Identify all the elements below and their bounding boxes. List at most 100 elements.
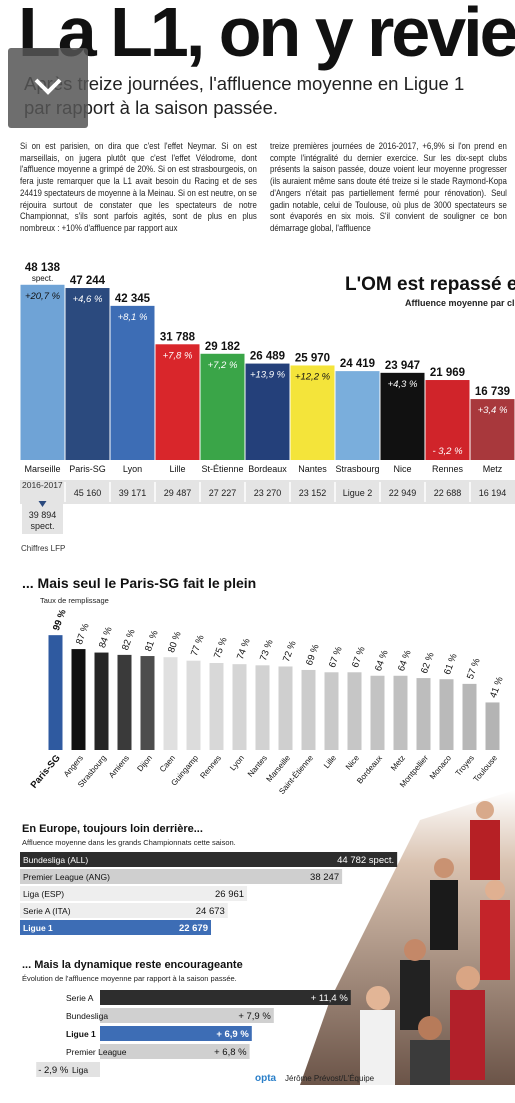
value-label: 77 %: [189, 633, 207, 658]
x-tick-label: Lille: [169, 464, 185, 474]
photo-shape: [480, 900, 510, 980]
x-tick-label: Paris-SG: [29, 753, 63, 791]
bar: [20, 869, 343, 884]
value-label: 72 %: [281, 639, 299, 664]
previous-value: Ligue 2: [343, 488, 373, 498]
bar: [232, 664, 247, 750]
bar: [393, 675, 408, 750]
value-label: 99 %: [51, 608, 69, 633]
collapse-button[interactable]: [8, 48, 88, 128]
bar: [278, 666, 293, 750]
bar: [100, 1008, 274, 1023]
x-tick-label: Nantes: [246, 754, 269, 779]
value-label: 41 %: [488, 675, 506, 700]
photo-shape: [430, 880, 458, 950]
value-label: 61 %: [442, 652, 460, 677]
bar: [20, 903, 228, 918]
x-tick-label: Rennes: [432, 464, 464, 474]
x-tick-label: Lyon: [123, 464, 142, 474]
value-label: 81 %: [143, 628, 161, 653]
bar: [20, 284, 65, 460]
change-label: +20,7 %: [25, 291, 61, 302]
photo-head: [434, 858, 454, 878]
previous-value: 22 688: [434, 488, 462, 498]
category-label: Ligue 1: [23, 923, 53, 933]
category-label: Bundesliga (ALL): [23, 855, 88, 865]
chart-title: ... Mais la dynamique reste encourageant…: [22, 959, 243, 971]
x-tick-label: Lyon: [228, 754, 246, 773]
x-tick-label: Monaco: [428, 753, 454, 781]
bar: [200, 353, 245, 460]
x-tick-label: Nantes: [298, 464, 327, 474]
previous-value: 22 949: [389, 488, 417, 498]
photo-head: [456, 966, 480, 990]
value-label: 42 345: [115, 293, 151, 305]
change-label: +3,4 %: [478, 405, 508, 416]
x-tick-label: Toulouse: [472, 753, 500, 784]
previous-box: [22, 504, 63, 534]
value-label: + 6,8 %: [214, 1047, 247, 1058]
x-tick-label: Marseille: [24, 464, 60, 474]
change-label: +7,2 %: [208, 360, 238, 371]
bar: [36, 1062, 100, 1077]
bar: [65, 288, 110, 460]
standfirst: Après treize journées, l'affluence moyen…: [24, 73, 464, 94]
value-label: 31 788: [160, 331, 196, 343]
bar: [380, 372, 425, 460]
value-label: 25 970: [295, 352, 330, 364]
bar: [20, 852, 398, 867]
chart-subtitle: Évolution de l'affluence moyenne par rap…: [22, 974, 237, 983]
headline: La L1, on y revie: [18, 0, 515, 71]
x-tick-label: Lille: [322, 753, 338, 770]
category-label: Liga: [72, 1065, 88, 1075]
value-label: 87 %: [74, 621, 92, 646]
x-tick-label: Rennes: [198, 754, 223, 781]
x-tick-label: Nice: [344, 753, 362, 771]
bar: [155, 344, 200, 460]
category-label: Premier League (ANG): [23, 872, 110, 882]
bar: [370, 675, 385, 750]
value-label: 38 247: [310, 872, 339, 883]
bar: [48, 635, 63, 750]
previous-value: 23 152: [299, 488, 327, 498]
bar: [335, 371, 380, 460]
value-label: 23 947: [385, 360, 420, 372]
previous-value: 39 171: [119, 488, 147, 498]
bar: [324, 672, 339, 750]
chart-title: En Europe, toujours loin derrière...: [22, 823, 203, 835]
value-label: 62 %: [419, 650, 437, 675]
previous-value: 45 160: [74, 488, 102, 498]
value-label: 29 182: [205, 341, 240, 353]
article-column: Si on est parisien, on dira que c'est l'…: [20, 140, 257, 233]
source: Chiffres LFP: [21, 544, 65, 553]
chart-subtitle: Affluence moyenne par cl: [405, 298, 515, 308]
photo-head: [366, 986, 390, 1010]
value-label: 26 489: [250, 351, 285, 363]
bar: [163, 657, 178, 750]
x-tick-label: Paris-SG: [69, 464, 106, 474]
photo-shape: [360, 1010, 395, 1085]
value-label: 57 %: [465, 656, 483, 681]
category-label: Serie A: [66, 993, 94, 1003]
value-label: 80 %: [166, 630, 184, 655]
bar: [100, 990, 351, 1005]
value-label: 84 %: [97, 625, 115, 650]
chevron-icon[interactable]: [34, 78, 62, 95]
value-label: 44 782 spect.: [337, 855, 394, 866]
change-label: +13,9 %: [250, 370, 286, 381]
value-label: 75 %: [212, 635, 230, 660]
previous-value: 16 194: [479, 488, 507, 498]
photo-head: [485, 880, 505, 900]
photo-shape: [450, 990, 485, 1080]
chart-subtitle: Affluence moyenne dans les grands Champi…: [22, 838, 236, 847]
button-bg[interactable]: [8, 48, 88, 128]
change-label: +7,8 %: [163, 350, 193, 361]
x-tick-label: Amiens: [107, 754, 131, 780]
value-label: + 7,9 %: [238, 1011, 271, 1022]
x-tick-label: Caen: [158, 754, 177, 774]
bar: [347, 672, 362, 750]
x-tick-label: Troyes: [454, 754, 476, 778]
value-label: 64 %: [373, 648, 391, 673]
bar: [209, 663, 224, 750]
category-label: Ligue 1: [66, 1029, 96, 1039]
